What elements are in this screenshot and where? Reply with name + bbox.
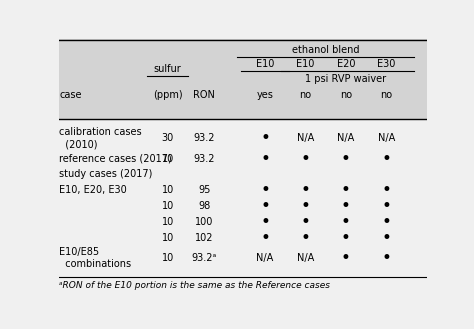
Text: N/A: N/A (297, 133, 314, 143)
Text: 10: 10 (162, 154, 174, 164)
Text: N/A: N/A (297, 253, 314, 263)
Text: •: • (301, 197, 310, 215)
Text: •: • (381, 181, 391, 199)
Text: •: • (301, 213, 310, 231)
Text: •: • (381, 213, 391, 231)
Text: •: • (260, 150, 270, 167)
Text: ᵃRON of the E10 portion is the same as the Reference cases: ᵃRON of the E10 portion is the same as t… (59, 282, 330, 291)
Text: •: • (301, 181, 310, 199)
Text: •: • (341, 197, 351, 215)
Text: 10: 10 (162, 253, 174, 263)
Text: •: • (341, 249, 351, 267)
Text: 30: 30 (162, 133, 174, 143)
Text: no: no (299, 90, 311, 100)
Text: 102: 102 (195, 233, 214, 242)
Text: N/A: N/A (256, 253, 273, 263)
Text: •: • (260, 181, 270, 199)
Text: •: • (260, 197, 270, 215)
Text: (ppm): (ppm) (153, 90, 182, 100)
Text: N/A: N/A (378, 133, 395, 143)
Text: 1 psi RVP waiver: 1 psi RVP waiver (305, 74, 386, 84)
Text: calibration cases
  (2010): calibration cases (2010) (59, 127, 142, 149)
Text: N/A: N/A (337, 133, 355, 143)
Text: •: • (341, 229, 351, 246)
Text: •: • (301, 150, 310, 167)
Text: study cases (2017): study cases (2017) (59, 169, 153, 179)
Text: E10: E10 (296, 59, 315, 68)
Text: •: • (260, 129, 270, 147)
Text: 93.2: 93.2 (193, 154, 215, 164)
Text: sulfur: sulfur (154, 63, 182, 74)
Text: E20: E20 (337, 59, 355, 68)
Text: 10: 10 (162, 217, 174, 227)
Text: •: • (381, 229, 391, 246)
Text: 93.2ᵃ: 93.2ᵃ (191, 253, 217, 263)
Text: •: • (341, 181, 351, 199)
Text: E10: E10 (256, 59, 274, 68)
Text: •: • (341, 213, 351, 231)
Text: 10: 10 (162, 201, 174, 211)
Text: •: • (381, 197, 391, 215)
Text: reference cases (2017): reference cases (2017) (59, 154, 172, 164)
Text: 93.2: 93.2 (193, 133, 215, 143)
Text: •: • (301, 229, 310, 246)
Text: •: • (381, 249, 391, 267)
Text: no: no (380, 90, 392, 100)
Text: no: no (340, 90, 352, 100)
Bar (59, 39, 427, 119)
Text: 10: 10 (162, 185, 174, 195)
Text: •: • (381, 150, 391, 167)
Text: •: • (341, 150, 351, 167)
Text: yes: yes (256, 90, 273, 100)
Text: •: • (260, 213, 270, 231)
Text: E10/E85
  combinations: E10/E85 combinations (59, 247, 131, 269)
Text: case: case (59, 90, 82, 100)
Text: 98: 98 (198, 201, 210, 211)
Text: RON: RON (193, 90, 215, 100)
Text: 10: 10 (162, 233, 174, 242)
Text: ethanol blend: ethanol blend (292, 45, 359, 55)
Text: E30: E30 (377, 59, 395, 68)
Text: 100: 100 (195, 217, 214, 227)
Text: 95: 95 (198, 185, 210, 195)
Text: E10, E20, E30: E10, E20, E30 (59, 185, 127, 195)
Text: •: • (260, 229, 270, 246)
